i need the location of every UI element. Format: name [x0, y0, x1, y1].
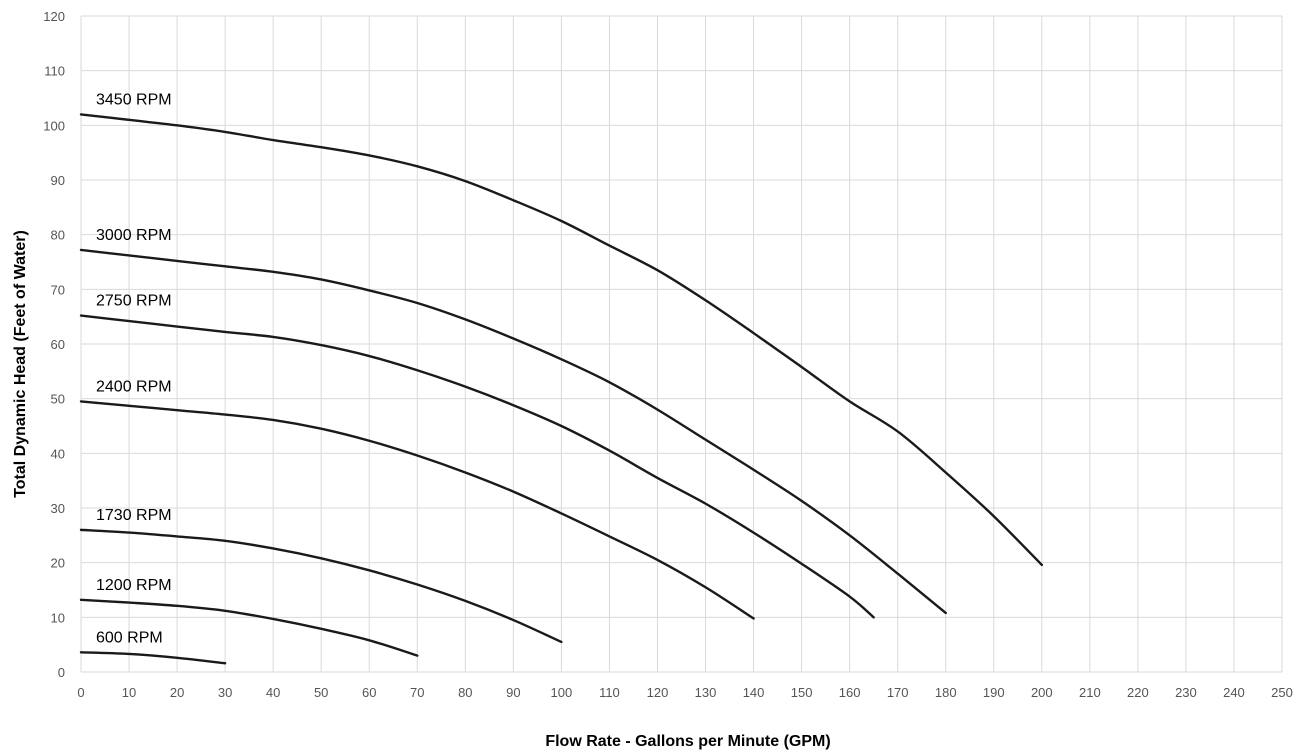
x-tick-label: 170	[887, 685, 909, 700]
x-tick-label: 200	[1031, 685, 1053, 700]
y-tick-label: 30	[51, 501, 65, 516]
series-label-1200-rpm: 1200 RPM	[96, 577, 172, 594]
series-label-600-rpm: 600 RPM	[96, 629, 163, 646]
x-tick-label: 240	[1223, 685, 1245, 700]
gridlines	[80, 15, 1283, 673]
x-tick-label: 100	[551, 685, 573, 700]
performance-curves	[79, 113, 1043, 665]
curve-3450-rpm	[79, 113, 1043, 567]
curve-1200-rpm	[79, 598, 419, 657]
series-label-3000-rpm: 3000 RPM	[96, 227, 172, 244]
y-axis-title: Total Dynamic Head (Feet of Water)	[12, 230, 29, 498]
x-tick-label: 150	[791, 685, 813, 700]
series-label-3450-rpm: 3450 RPM	[96, 91, 172, 108]
x-tick-label: 180	[935, 685, 957, 700]
y-tick-label: 0	[58, 665, 65, 680]
x-tick-label: 130	[695, 685, 717, 700]
y-tick-label: 50	[51, 392, 65, 407]
x-tick-label: 90	[506, 685, 520, 700]
x-tick-label: 0	[77, 685, 84, 700]
x-tick-label: 110	[599, 685, 620, 700]
x-tick-label: 10	[122, 685, 136, 700]
y-tick-label: 120	[43, 9, 65, 24]
x-tick-label: 160	[839, 685, 861, 700]
y-tick-label: 90	[51, 173, 65, 188]
x-tick-label: 40	[266, 685, 280, 700]
curve-1730-rpm	[79, 528, 563, 644]
x-tick-label: 220	[1127, 685, 1149, 700]
curve-2400-rpm	[79, 400, 755, 620]
curve-2750-rpm	[79, 314, 875, 619]
x-axis-title: Flow Rate - Gallons per Minute (GPM)	[545, 733, 830, 750]
series-labels: 3450 RPM 3000 RPM 2750 RPM 2400 RPM 1730 RPM…	[96, 91, 172, 646]
series-label-2400-rpm: 2400 RPM	[96, 378, 172, 395]
y-tick-label: 60	[51, 337, 65, 352]
x-tick-label: 50	[314, 685, 328, 700]
series-label-2750-rpm: 2750 RPM	[96, 293, 172, 310]
y-tick-label: 40	[51, 446, 65, 461]
y-tick-label: 80	[51, 228, 65, 243]
x-tick-label: 190	[983, 685, 1005, 700]
y-tick-label: 20	[51, 556, 65, 571]
y-tick-label: 10	[51, 610, 65, 625]
x-tick-label: 80	[458, 685, 472, 700]
x-tick-label: 230	[1175, 685, 1197, 700]
x-tick-label: 120	[647, 685, 669, 700]
x-tick-label: 250	[1271, 685, 1293, 700]
tick-labels: 0 10 20 30 40 50 60 70 80 90 100 110 120 130 140 150 160…	[43, 9, 1293, 700]
y-tick-label: 70	[51, 282, 65, 297]
x-tick-label: 70	[410, 685, 424, 700]
x-tick-label: 60	[362, 685, 376, 700]
y-tick-label: 110	[44, 64, 65, 79]
curve-600-rpm	[79, 651, 227, 665]
x-tick-label: 210	[1079, 685, 1101, 700]
series-label-1730-rpm: 1730 RPM	[96, 507, 172, 524]
curve-3000-rpm	[79, 248, 947, 615]
y-tick-label: 100	[43, 118, 65, 133]
x-tick-label: 20	[170, 685, 184, 700]
x-tick-label: 30	[218, 685, 232, 700]
x-tick-label: 140	[743, 685, 765, 700]
